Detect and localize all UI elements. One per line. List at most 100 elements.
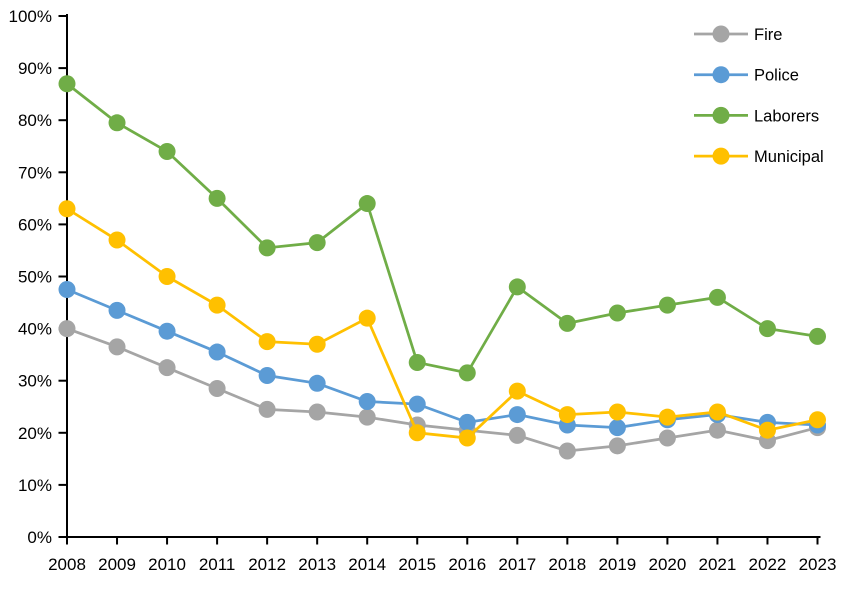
series-laborers-marker bbox=[458, 364, 476, 382]
legend-marker-municipal-icon bbox=[712, 147, 730, 165]
series-laborers-marker bbox=[308, 234, 326, 252]
series-laborers-marker bbox=[758, 320, 776, 338]
x-tick-label: 2009 bbox=[98, 555, 136, 574]
legend-item-municipal: Municipal bbox=[694, 147, 824, 166]
x-tick-label: 2016 bbox=[448, 555, 486, 574]
series-municipal-marker bbox=[158, 268, 176, 285]
series-laborers-marker bbox=[558, 314, 576, 332]
x-tick-label: 2010 bbox=[148, 555, 186, 574]
series-police-marker bbox=[308, 374, 326, 392]
series-municipal bbox=[58, 200, 826, 447]
series-police-marker bbox=[458, 413, 476, 431]
x-tick-label: 2022 bbox=[749, 555, 787, 574]
series-municipal-marker bbox=[658, 408, 676, 426]
legend: Fire Police Laborers Municipal bbox=[694, 25, 824, 166]
series-laborers-marker bbox=[658, 296, 676, 314]
series-municipal-marker bbox=[558, 406, 576, 424]
legend-marker-fire-icon bbox=[712, 25, 730, 43]
y-tick-label: 50% bbox=[18, 268, 52, 287]
y-tick-label: 80% bbox=[18, 111, 52, 130]
series-municipal-marker bbox=[208, 296, 226, 314]
x-tick-label: 2018 bbox=[548, 555, 586, 574]
series-fire-marker bbox=[258, 400, 276, 418]
legend-label: Laborers bbox=[754, 107, 819, 125]
legend-label: Municipal bbox=[754, 148, 824, 166]
legend-item-laborers: Laborers bbox=[694, 106, 819, 125]
series-police-marker bbox=[408, 395, 426, 413]
series-municipal-marker bbox=[258, 333, 276, 351]
series-fire-marker bbox=[108, 338, 126, 356]
series-municipal-marker bbox=[58, 200, 76, 218]
series-police-marker bbox=[108, 301, 126, 319]
series-laborers-line bbox=[66, 82, 818, 375]
x-tick-label: 2014 bbox=[348, 555, 386, 574]
series-municipal-marker bbox=[608, 403, 626, 421]
series-fire-marker bbox=[308, 403, 326, 421]
series-fire-marker bbox=[158, 359, 176, 377]
series-fire bbox=[58, 320, 826, 460]
series-laborers-marker bbox=[508, 278, 526, 296]
legend-label: Fire bbox=[754, 26, 782, 44]
series-fire-marker bbox=[558, 442, 576, 460]
series-municipal-line bbox=[66, 207, 818, 440]
series-police-marker bbox=[358, 393, 376, 411]
series-laborers bbox=[58, 75, 826, 382]
series-fire-marker bbox=[508, 426, 526, 444]
series-fire-marker bbox=[708, 421, 726, 439]
legend-label: Police bbox=[754, 67, 799, 85]
series-police-marker bbox=[208, 343, 226, 361]
series-laborers-marker bbox=[258, 239, 276, 257]
series-municipal-marker bbox=[108, 231, 126, 249]
series-laborers-marker bbox=[158, 142, 176, 160]
x-tick-label: 2012 bbox=[248, 555, 286, 574]
x-tick-label: 2021 bbox=[699, 555, 737, 574]
series-laborers-marker bbox=[58, 75, 76, 93]
x-tick-label: 2017 bbox=[498, 555, 536, 574]
series-fire-marker bbox=[608, 437, 626, 455]
y-tick-label: 40% bbox=[18, 320, 52, 339]
series-municipal-marker bbox=[508, 382, 526, 400]
y-tick-label: 30% bbox=[18, 372, 52, 391]
series-laborers-marker bbox=[809, 327, 826, 345]
series-laborers-marker bbox=[608, 304, 626, 322]
series-police-marker bbox=[608, 419, 626, 437]
legend-marker-police-icon bbox=[712, 66, 730, 84]
x-tick-label: 2023 bbox=[799, 555, 837, 574]
series-municipal-marker bbox=[758, 421, 776, 439]
series-police-marker bbox=[258, 366, 276, 384]
series-fire-marker bbox=[358, 408, 376, 426]
x-tick-label: 2020 bbox=[648, 555, 686, 574]
y-tick-label: 20% bbox=[18, 424, 52, 443]
series-municipal-marker bbox=[358, 309, 376, 327]
series-municipal-marker bbox=[458, 429, 476, 447]
series-fire-marker bbox=[658, 429, 676, 447]
series-police-marker bbox=[508, 406, 526, 424]
series-laborers-marker bbox=[408, 353, 426, 371]
y-tick-label: 0% bbox=[27, 528, 52, 547]
x-tick-label: 2015 bbox=[398, 555, 436, 574]
series-fire-line bbox=[66, 327, 818, 453]
y-tick-label: 90% bbox=[18, 59, 52, 78]
series-municipal-marker bbox=[408, 424, 426, 442]
series-laborers-marker bbox=[358, 195, 376, 213]
series-municipal-marker bbox=[809, 411, 826, 429]
series-municipal-marker bbox=[308, 335, 326, 353]
x-tick-label: 2013 bbox=[298, 555, 336, 574]
y-tick-label: 60% bbox=[18, 215, 52, 234]
series-police-line bbox=[66, 288, 818, 429]
x-tick-label: 2019 bbox=[598, 555, 636, 574]
series-laborers-marker bbox=[708, 288, 726, 306]
y-tick-label: 70% bbox=[18, 163, 52, 182]
axes bbox=[58, 14, 821, 545]
series-municipal-marker bbox=[708, 403, 726, 421]
y-tick-label: 10% bbox=[18, 476, 52, 495]
series-fire-marker bbox=[58, 320, 76, 338]
legend-marker-laborers-icon bbox=[712, 106, 730, 124]
series-laborers-marker bbox=[208, 189, 226, 207]
y-tick-label: 100% bbox=[9, 7, 52, 26]
x-tick-label: 2008 bbox=[48, 555, 86, 574]
legend-item-police: Police bbox=[694, 66, 799, 85]
series-police-marker bbox=[58, 281, 76, 299]
